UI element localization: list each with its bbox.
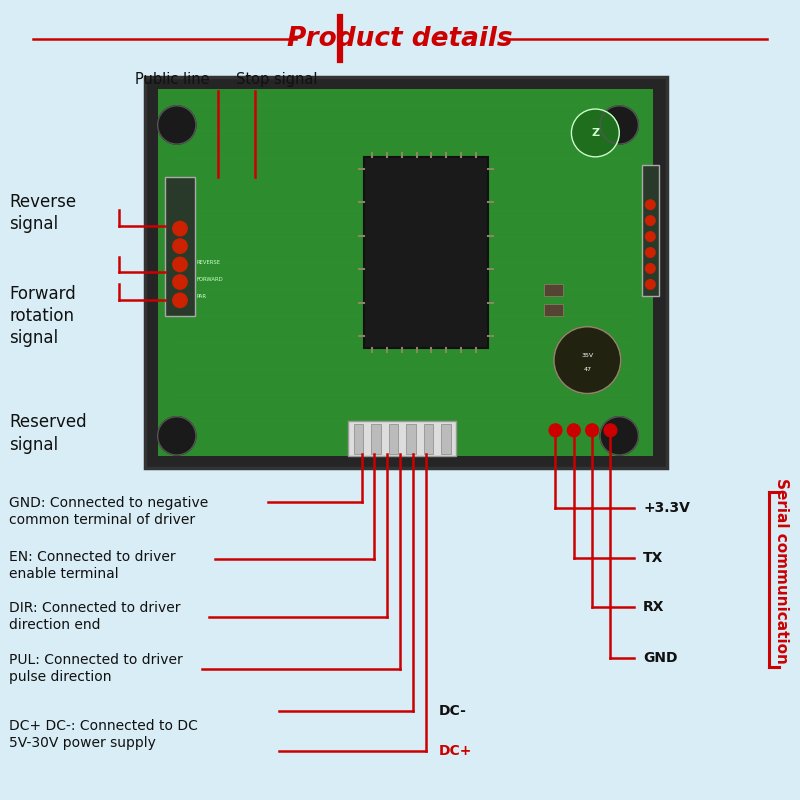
Bar: [543, 285, 563, 296]
Text: Forward
rotation
signal: Forward rotation signal: [10, 285, 76, 347]
Text: Product details: Product details: [287, 26, 513, 52]
Bar: [424, 424, 434, 454]
Circle shape: [173, 293, 187, 307]
Circle shape: [173, 275, 187, 289]
Circle shape: [549, 424, 562, 437]
Circle shape: [646, 248, 655, 258]
Text: EN: Connected to driver
enable terminal: EN: Connected to driver enable terminal: [10, 550, 176, 582]
Text: FORWARD: FORWARD: [197, 277, 223, 282]
Circle shape: [646, 200, 655, 210]
Circle shape: [173, 239, 187, 254]
Circle shape: [571, 109, 619, 157]
Circle shape: [604, 424, 617, 437]
Text: DC+: DC+: [438, 744, 472, 758]
Circle shape: [173, 258, 187, 272]
Bar: [389, 424, 398, 454]
Text: Stop signal: Stop signal: [236, 72, 317, 86]
Bar: [165, 177, 195, 316]
Bar: [145, 77, 667, 468]
Bar: [642, 165, 659, 296]
Text: GND: GND: [643, 650, 678, 665]
Bar: [371, 424, 381, 454]
Bar: [348, 421, 456, 456]
Text: Reserved
signal: Reserved signal: [10, 414, 87, 454]
Circle shape: [646, 216, 655, 226]
Circle shape: [600, 106, 638, 144]
Circle shape: [600, 417, 638, 455]
Circle shape: [586, 424, 598, 437]
Bar: [158, 89, 653, 456]
Bar: [543, 304, 563, 316]
Text: 35V: 35V: [582, 353, 594, 358]
Text: 47: 47: [583, 367, 591, 372]
Circle shape: [567, 424, 580, 437]
Text: Serial communication: Serial communication: [774, 478, 789, 664]
Text: REVERSE: REVERSE: [197, 260, 221, 266]
Bar: [364, 157, 488, 348]
Circle shape: [173, 222, 187, 236]
Text: PUL: Connected to driver
pulse direction: PUL: Connected to driver pulse direction: [10, 653, 183, 684]
Text: DIR: Connected to driver
direction end: DIR: Connected to driver direction end: [10, 601, 181, 633]
Text: TX: TX: [643, 551, 663, 565]
Text: Reverse
signal: Reverse signal: [10, 193, 77, 233]
Text: DC+ DC-: Connected to DC
5V-30V power supply: DC+ DC-: Connected to DC 5V-30V power su…: [10, 719, 198, 750]
Text: +3.3V: +3.3V: [643, 501, 690, 514]
Circle shape: [646, 280, 655, 289]
Text: GND: Connected to negative
common terminal of driver: GND: Connected to negative common termin…: [10, 496, 209, 527]
Circle shape: [646, 232, 655, 242]
Bar: [406, 424, 416, 454]
Bar: [442, 424, 451, 454]
Circle shape: [554, 326, 621, 394]
Text: Public line: Public line: [135, 72, 210, 86]
Text: RX: RX: [643, 600, 665, 614]
Text: PAR: PAR: [197, 294, 206, 299]
Bar: [354, 424, 363, 454]
Text: DC-: DC-: [438, 704, 466, 718]
Circle shape: [646, 264, 655, 274]
Circle shape: [158, 417, 196, 455]
Text: Z: Z: [591, 128, 599, 138]
Circle shape: [158, 106, 196, 144]
